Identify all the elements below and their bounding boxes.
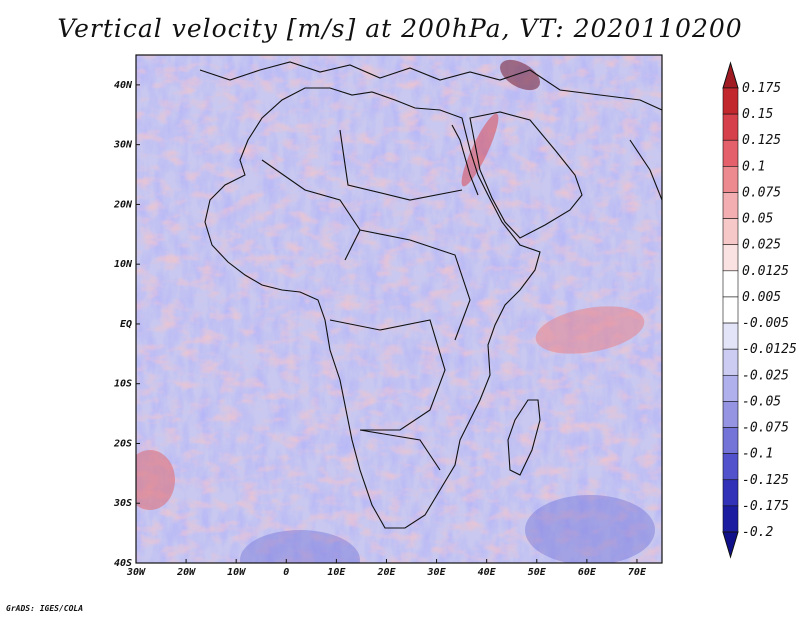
colorbar-box — [722, 192, 739, 219]
colorbar-label: -0.0125 — [742, 342, 797, 357]
colorbar-box — [722, 113, 739, 141]
colorbar-label: 0.15 — [742, 107, 773, 122]
colorbar-label: 0.005 — [742, 290, 781, 305]
colorbar-label: -0.2 — [742, 525, 773, 540]
colorbar-box — [722, 505, 739, 533]
colorbar-label: 0.175 — [742, 81, 781, 96]
colorbar-label: -0.05 — [742, 394, 781, 409]
colorbar-label: -0.1 — [742, 447, 773, 462]
colorbar-top-triangle — [722, 61, 739, 89]
colorbar-box — [722, 139, 739, 167]
x-tick-label: 20W — [176, 567, 196, 578]
colorbar-label: 0.0125 — [742, 264, 789, 279]
colorbar-box — [722, 427, 739, 454]
x-tick-label: 60E — [578, 567, 597, 578]
colorbar-label: -0.025 — [742, 368, 789, 383]
chart-title: Vertical velocity [m/s] at 200hPa, VT: 2… — [57, 14, 743, 43]
y-tick-label: EQ — [120, 319, 132, 330]
colorbar-box — [722, 322, 739, 350]
y-tick-label: 30N — [113, 140, 133, 151]
y-tick-label: 10S — [114, 379, 132, 390]
colorbar-label: 0.075 — [742, 185, 781, 200]
colorbar-box — [722, 270, 739, 298]
colorbar-label: -0.075 — [742, 421, 789, 436]
x-axis: 30W 20W 10W 0 10E 20E 30E 40E 50E 60E 70E — [126, 559, 647, 578]
x-tick-label: 10W — [227, 567, 246, 578]
x-tick-label: 40E — [478, 567, 497, 578]
y-axis: 40N 30N 20N 10N EQ 10S 20S 30S 40S — [113, 80, 140, 569]
colorbar-label: -0.175 — [742, 499, 789, 514]
x-tick-label: 50E — [528, 567, 547, 578]
plot-frame — [135, 54, 663, 564]
colorbar-box — [722, 87, 739, 115]
y-tick-label: 10N — [114, 259, 133, 270]
colorbar-box — [722, 453, 739, 481]
y-tick-label: 20S — [113, 438, 132, 449]
colorbar-box — [722, 166, 739, 193]
colorbar-box — [722, 296, 739, 324]
colorbar-bottom-triangle — [722, 531, 739, 559]
colorbar-box — [722, 348, 739, 376]
x-tick-label: 30W — [126, 567, 146, 578]
colorbar-box — [722, 244, 739, 272]
y-tick-label: 20N — [113, 199, 133, 210]
x-tick-label: 0 — [283, 567, 289, 578]
colorbar-label: -0.005 — [742, 316, 789, 331]
y-tick-label: 40S — [114, 558, 132, 569]
velocity-field — [136, 55, 662, 563]
x-tick-label: 10E — [327, 567, 346, 578]
coastlines — [199, 61, 662, 529]
x-tick-label: 20E — [376, 567, 396, 578]
x-tick-label: 70E — [628, 567, 647, 578]
colorbar-label: -0.125 — [742, 473, 789, 488]
colorbar-box — [722, 479, 739, 507]
colorbar-label: 0.125 — [742, 133, 781, 148]
x-tick-label: 30E — [427, 567, 447, 578]
colorbar-label: 0.1 — [742, 159, 765, 174]
colorbar-label: 0.05 — [742, 212, 773, 227]
colorbar-label: 0.025 — [742, 238, 781, 253]
colorbar: 0.175 0.15 0.125 0.1 0.075 0.05 0.025 0.0125 0.0… — [722, 61, 797, 559]
colorbar-box — [722, 218, 739, 246]
colorbar-box — [722, 374, 739, 402]
y-tick-label: 40N — [114, 80, 133, 91]
colorbar-box — [722, 401, 739, 428]
grads-credit: GrADS: IGES/COLA — [6, 604, 84, 613]
y-tick-label: 30S — [113, 498, 132, 509]
